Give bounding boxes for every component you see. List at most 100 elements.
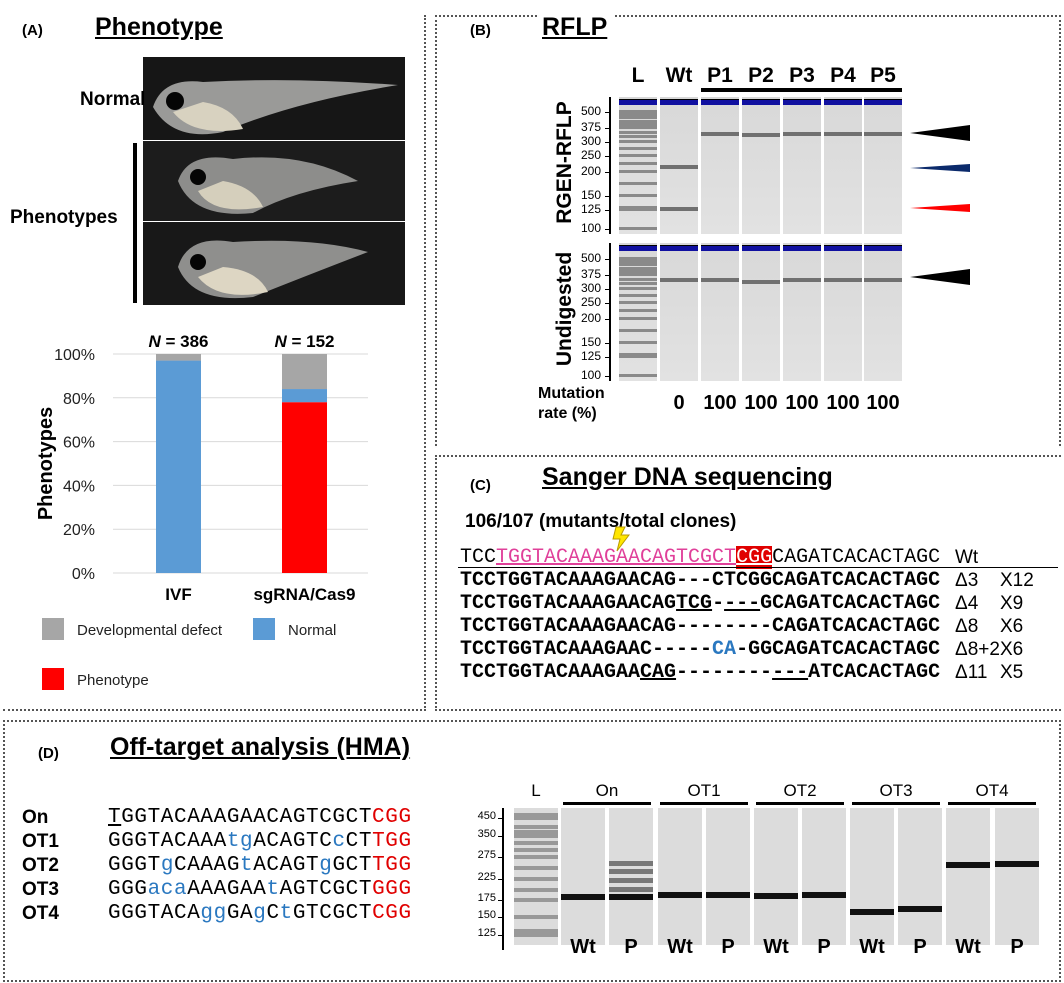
sequence-segment: TCCTGGTACAAAGAACAG — [460, 592, 677, 615]
dna-band — [609, 869, 653, 875]
size-tick — [498, 917, 503, 918]
band-arrowhead — [910, 204, 970, 212]
bar-segment-normal — [282, 389, 327, 403]
gel-lane — [742, 243, 780, 381]
mutation-rate-label: Mutation — [538, 385, 605, 402]
ladder-band — [619, 277, 657, 281]
bar-segment-normal — [156, 360, 201, 573]
legend-swatch — [253, 618, 275, 640]
sequence-segment: CAG — [640, 661, 677, 684]
size-tick — [498, 836, 503, 837]
size-tick — [605, 210, 610, 211]
ladder-band — [619, 147, 657, 150]
gel-lane — [706, 808, 750, 945]
x-category-label: IVF — [165, 585, 191, 604]
dna-band — [660, 206, 698, 211]
y-tick-label: 20% — [63, 522, 95, 539]
size-tick-label: 500 — [580, 104, 601, 118]
sequence-segment: -GGCAGATCACACTAGC — [736, 638, 941, 661]
panel-a-label: (A) — [22, 22, 43, 39]
target-name: OT2 — [22, 855, 59, 876]
ladder-band — [619, 130, 657, 134]
sequence-segment: GGGT — [108, 854, 161, 877]
target-name: OT3 — [22, 879, 59, 900]
deletion-label: Wt — [955, 547, 979, 568]
sequence-segment: TGG — [372, 830, 412, 853]
size-tick — [605, 343, 610, 344]
gel-lane — [783, 97, 821, 234]
gel-lane — [824, 243, 862, 381]
sequence-segment: CGG — [372, 902, 412, 925]
ladder-band — [619, 257, 657, 260]
ladder-band — [514, 834, 558, 838]
clone-count: X9 — [1000, 593, 1024, 614]
sequence-segment: ATCACACTAGC — [808, 661, 941, 684]
ladder-band — [514, 933, 558, 937]
ladder-band — [619, 301, 657, 304]
n-value: = 152 — [287, 332, 335, 351]
sequence-segment: ACAGT — [253, 854, 320, 877]
legend-label: Phenotype — [77, 672, 149, 689]
ladder-band — [514, 898, 558, 902]
lane-label-p2: P2 — [748, 64, 774, 87]
sequence-segment: CT — [345, 830, 373, 853]
dna-band — [742, 132, 780, 137]
group-label: OT2 — [783, 781, 817, 800]
ladder-band — [619, 317, 657, 320]
normal-tadpole-photo — [143, 57, 405, 140]
sequence-segment: AGTCGCT — [279, 878, 373, 901]
size-tick-label: 125 — [580, 349, 601, 363]
size-tick-label: 150 — [580, 335, 601, 349]
gel-lane — [824, 97, 862, 234]
deletion-label: Δ8+2 — [955, 639, 1000, 660]
sequence-segment: TCG — [676, 592, 713, 615]
size-tick — [605, 229, 610, 230]
lane-label: P — [624, 936, 638, 958]
size-tick-label: 450 — [477, 810, 496, 822]
sequence-segment: GCT — [332, 854, 373, 877]
well-marker — [864, 99, 902, 105]
dna-band — [802, 891, 846, 898]
deletion-label: Δ8 — [955, 616, 979, 637]
sequence-segment: AAAGAA — [187, 878, 267, 901]
dna-band — [609, 878, 653, 884]
sequence-segment: t — [279, 902, 293, 925]
dna-band — [658, 892, 702, 899]
gel-lane — [619, 243, 657, 381]
well-marker — [660, 99, 698, 105]
gel-lane — [742, 97, 780, 234]
gel-lane — [561, 808, 605, 945]
sequence-segment: CGG — [736, 546, 773, 569]
panel-a-frame — [3, 15, 426, 711]
ladder-band — [619, 353, 657, 357]
mutation-rate-value: 100 — [785, 392, 819, 414]
group-bar — [852, 802, 940, 805]
sequence-segment: g — [253, 902, 267, 925]
panel-d-title: Off-target analysis (HMA) — [106, 733, 419, 762]
target-sequence: GGGTgCAAAGtACAGTgGCTTGG — [108, 854, 412, 877]
sequence-segment: tg — [226, 830, 254, 853]
gel-lane — [701, 97, 739, 234]
group-label: OT4 — [975, 781, 1009, 800]
well-marker — [783, 245, 821, 251]
size-tick-label: 125 — [477, 927, 496, 939]
deletion-label: Δ4 — [955, 593, 979, 614]
dna-band — [824, 278, 862, 283]
well-marker — [824, 99, 862, 105]
ladder-band — [619, 329, 657, 332]
ladder-band — [514, 841, 558, 845]
sequence-row: TCCTGGTACAAAGAACAG---CTCGGCAGATCACACTAGC — [460, 569, 940, 592]
ladder-band — [514, 855, 558, 859]
sequence-segment: g — [319, 854, 333, 877]
ladder-band — [619, 227, 657, 230]
lane-label-p4: P4 — [830, 64, 856, 87]
ladder-band — [514, 825, 558, 829]
gel-lane — [514, 808, 558, 945]
ladder-band — [619, 287, 657, 290]
size-tick-label: 500 — [580, 251, 601, 265]
size-tick-label: 125 — [580, 202, 601, 216]
well-marker — [701, 245, 739, 251]
lane-label: Wt — [763, 936, 789, 958]
sequence-segment: CAGATCACACTAGC — [772, 546, 941, 569]
y-tick-label: 60% — [63, 435, 95, 452]
